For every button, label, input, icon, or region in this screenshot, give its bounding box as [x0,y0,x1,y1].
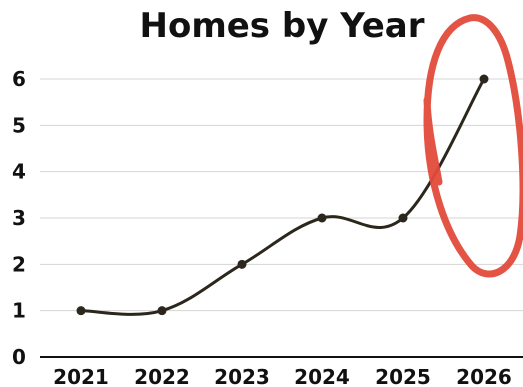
x-tick-label-2024: 2024 [294,365,350,387]
data-point-2022 [157,306,167,316]
highlight-circle-annotation [423,14,523,278]
y-tick-label-3: 3 [12,206,26,230]
y-tick-label-2: 2 [12,252,26,276]
x-tick-label-2023: 2023 [214,365,270,387]
y-tick-label-1: 1 [12,299,26,323]
x-tick-label-2022: 2022 [134,365,190,387]
y-tick-label-4: 4 [12,160,26,184]
data-point-2024 [317,213,327,223]
x-tick-label-2021: 2021 [53,365,109,387]
data-point-2025 [398,213,408,223]
x-tick-label-2025: 2025 [375,365,431,387]
data-point-2026 [479,74,489,84]
chart-title: Homes by Year [140,6,425,46]
y-tick-label-6: 6 [12,67,26,91]
y-tick-label-5: 5 [12,113,26,137]
data-point-2023 [237,259,247,269]
data-point-2021 [76,306,86,316]
x-tick-label-2026: 2026 [456,365,512,387]
y-tick-label-0: 0 [12,345,26,369]
